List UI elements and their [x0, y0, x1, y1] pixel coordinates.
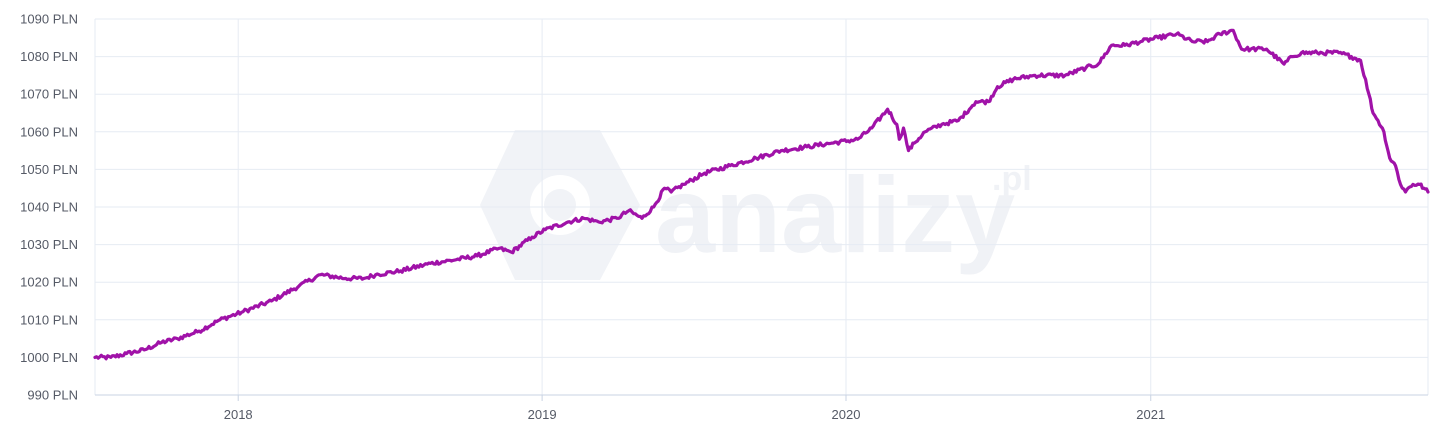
y-tick-label: 1010 PLN: [20, 312, 78, 327]
y-axis: 990 PLN 1000 PLN 1010 PLN 1020 PLN 1030 PLN 1…: [20, 12, 78, 403]
watermark-suffix: .pl: [992, 160, 1032, 198]
x-tick-label: 2019: [528, 407, 557, 422]
y-tick-label: 1070 PLN: [20, 87, 78, 102]
y-tick-label: 1050 PLN: [20, 162, 78, 177]
y-tick-label: 1060 PLN: [20, 124, 78, 139]
analizy-logo-icon: [480, 130, 640, 280]
x-tick-label: 2020: [832, 407, 861, 422]
x-tick-label: 2018: [224, 407, 253, 422]
grid: [95, 18, 1428, 396]
series-line: [93, 28, 1430, 361]
y-tick-label: 1000 PLN: [20, 350, 78, 365]
y-tick-label: 1080 PLN: [20, 49, 78, 64]
watermark-brand: analizy: [655, 154, 1015, 275]
y-tick-label: 1090 PLN: [20, 12, 78, 27]
axes: [94, 19, 1429, 396]
y-tick-label: 990 PLN: [27, 388, 78, 403]
x-axis: 2018 2019 2020 2021: [224, 395, 1165, 422]
y-tick-label: 1020 PLN: [20, 275, 78, 290]
series-group: [93, 28, 1430, 361]
watermark: analizy .pl: [480, 130, 1032, 280]
y-tick-label: 1040 PLN: [20, 200, 78, 215]
x-tick-label: 2021: [1136, 407, 1165, 422]
y-tick-label: 1030 PLN: [20, 237, 78, 252]
